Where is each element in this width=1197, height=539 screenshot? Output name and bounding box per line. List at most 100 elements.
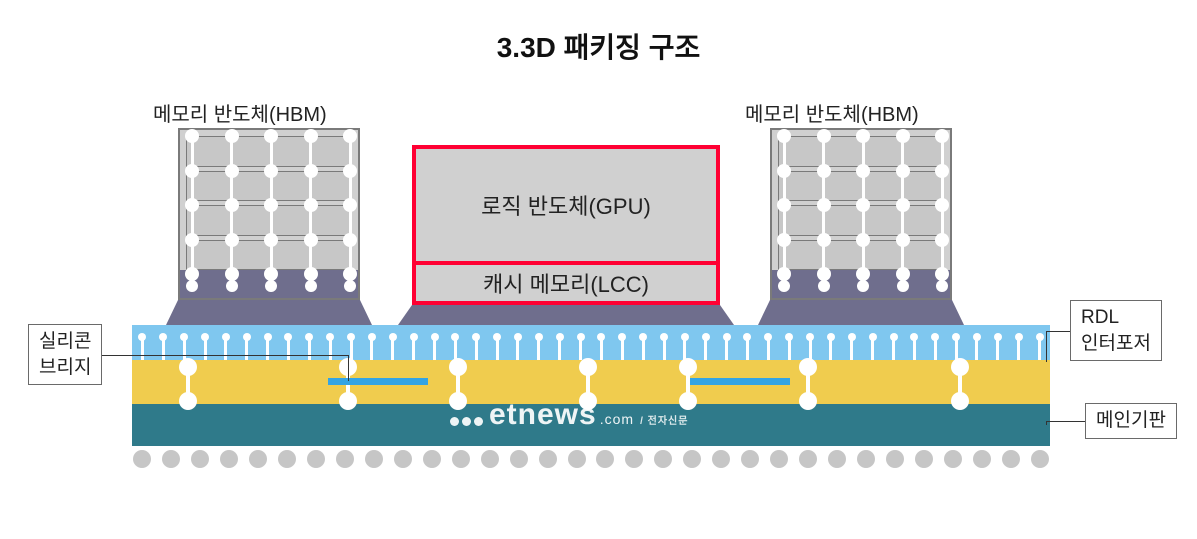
tsv-ball-icon bbox=[896, 267, 910, 281]
solder-ball-icon bbox=[915, 450, 933, 468]
leader-line bbox=[348, 355, 349, 381]
tsv-ball-icon bbox=[857, 280, 869, 292]
microbump-via-icon bbox=[224, 339, 227, 360]
tsv-via-icon bbox=[901, 209, 904, 234]
microbump-via-icon bbox=[412, 339, 415, 360]
tsv-via-icon bbox=[191, 175, 194, 200]
via-ball-icon bbox=[449, 392, 467, 410]
tsv-ball-icon bbox=[936, 280, 948, 292]
microbump-via-icon bbox=[183, 339, 186, 360]
callout-line: 인터포저 bbox=[1081, 331, 1151, 357]
solder-ball-icon bbox=[828, 450, 846, 468]
microbump-via-icon bbox=[829, 339, 832, 360]
microbump-via-icon bbox=[621, 339, 624, 360]
silicon-bridge bbox=[328, 378, 428, 385]
tsv-via-icon bbox=[230, 140, 233, 165]
component-foot bbox=[166, 300, 372, 325]
microbump-via-icon bbox=[579, 339, 582, 360]
solder-ball-icon bbox=[481, 450, 499, 468]
solder-ball-icon bbox=[683, 450, 701, 468]
diagram-canvas: 3.3D 패키징 구조 메모리 반도체(HBM) 메모리 반도체(HBM) 로직… bbox=[0, 0, 1197, 539]
microbump-via-icon bbox=[245, 339, 248, 360]
solder-ball-icon bbox=[973, 450, 991, 468]
solder-ball-icon bbox=[596, 450, 614, 468]
microbump-via-icon bbox=[162, 339, 165, 360]
tsv-via-icon bbox=[901, 175, 904, 200]
tsv-via-icon bbox=[783, 175, 786, 200]
microbump-via-icon bbox=[600, 339, 603, 360]
tsv-ball-icon bbox=[817, 267, 831, 281]
tsv-ball-icon bbox=[226, 280, 238, 292]
tsv-via-icon bbox=[901, 140, 904, 165]
solder-ball-icon bbox=[1002, 450, 1020, 468]
solder-ball-icon bbox=[278, 450, 296, 468]
tsv-via-icon bbox=[349, 209, 352, 234]
via-ball-icon bbox=[799, 392, 817, 410]
tsv-via-icon bbox=[270, 244, 273, 269]
tsv-via-icon bbox=[230, 244, 233, 269]
tsv-via-icon bbox=[941, 175, 944, 200]
tsv-ball-icon bbox=[343, 267, 357, 281]
microbump-via-icon bbox=[287, 339, 290, 360]
microbump-via-icon bbox=[996, 339, 999, 360]
tsv-ball-icon bbox=[305, 280, 317, 292]
tsv-ball-icon bbox=[185, 267, 199, 281]
tsv-via-icon bbox=[230, 209, 233, 234]
callout-line: RDL bbox=[1081, 305, 1151, 331]
tsv-via-icon bbox=[941, 140, 944, 165]
tsv-ball-icon bbox=[818, 280, 830, 292]
microbump-via-icon bbox=[329, 339, 332, 360]
solder-ball-icon bbox=[857, 450, 875, 468]
solder-ball-icon bbox=[220, 450, 238, 468]
solder-ball-icon bbox=[625, 450, 643, 468]
leader-line bbox=[1046, 331, 1070, 332]
tsv-via-icon bbox=[230, 175, 233, 200]
solder-ball-icon bbox=[133, 450, 151, 468]
logic-block: 로직 반도체(GPU) 캐시 메모리(LCC) bbox=[412, 145, 720, 305]
tsv-ball-icon bbox=[344, 280, 356, 292]
solder-ball-icon bbox=[770, 450, 788, 468]
tsv-via-icon bbox=[270, 175, 273, 200]
solder-ball-icon bbox=[162, 450, 180, 468]
label-hbm-left: 메모리 반도체(HBM) bbox=[153, 98, 327, 127]
tsv-via-icon bbox=[901, 244, 904, 269]
microbump-via-icon bbox=[204, 339, 207, 360]
solder-ball-icon bbox=[799, 450, 817, 468]
solder-ball-icon bbox=[365, 450, 383, 468]
via-ball-icon bbox=[679, 392, 697, 410]
tsv-ball-icon bbox=[778, 280, 790, 292]
watermark-dots-icon bbox=[450, 417, 483, 426]
microbump-via-icon bbox=[350, 339, 353, 360]
diagram-title: 3.3D 패키징 구조 bbox=[0, 26, 1197, 66]
microbump-via-icon bbox=[370, 339, 373, 360]
microbump-via-icon bbox=[454, 339, 457, 360]
microbump-via-icon bbox=[788, 339, 791, 360]
solder-ball-icon bbox=[394, 450, 412, 468]
component-foot bbox=[758, 300, 964, 325]
tsv-via-icon bbox=[270, 209, 273, 234]
tsv-ball-icon bbox=[777, 267, 791, 281]
callout-silicon-bridge: 실리콘브리지 bbox=[28, 324, 102, 385]
microbump-via-icon bbox=[663, 339, 666, 360]
tsv-via-icon bbox=[862, 209, 865, 234]
solder-ball-icon bbox=[654, 450, 672, 468]
leader-line bbox=[1046, 421, 1085, 422]
leader-line bbox=[1046, 421, 1047, 425]
tsv-via-icon bbox=[309, 244, 312, 269]
solder-ball-icon bbox=[741, 450, 759, 468]
solder-ball-icon bbox=[539, 450, 557, 468]
solder-ball-icon bbox=[423, 450, 441, 468]
tsv-via-icon bbox=[349, 140, 352, 165]
leader-line bbox=[1046, 331, 1047, 362]
solder-ball-icon bbox=[568, 450, 586, 468]
via-ball-icon bbox=[579, 392, 597, 410]
solder-ball-icon bbox=[191, 450, 209, 468]
solder-ball-icon bbox=[336, 450, 354, 468]
tsv-ball-icon bbox=[265, 280, 277, 292]
solder-ball-icon bbox=[307, 450, 325, 468]
microbump-via-icon bbox=[871, 339, 874, 360]
tsv-via-icon bbox=[783, 140, 786, 165]
microbump-via-icon bbox=[516, 339, 519, 360]
microbump-via-icon bbox=[934, 339, 937, 360]
solder-ball-icon bbox=[452, 450, 470, 468]
